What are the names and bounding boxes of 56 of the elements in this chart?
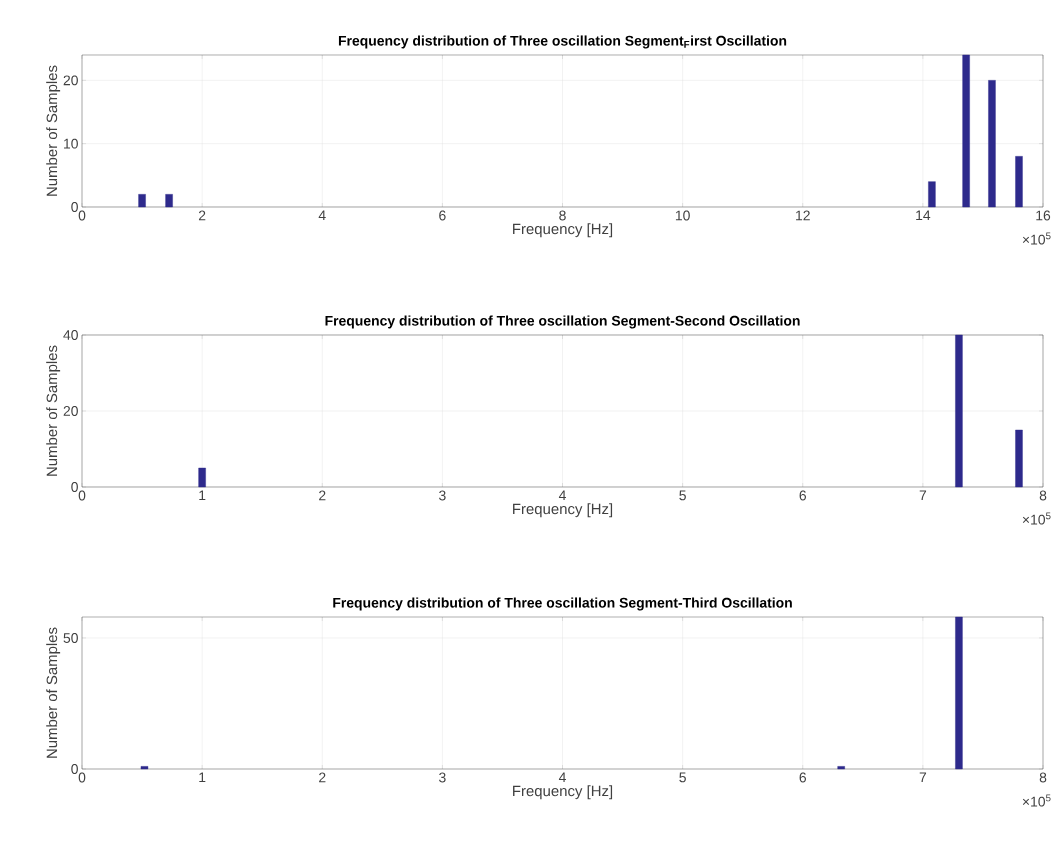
y-tick-label: 0 — [71, 764, 78, 774]
text: ×10$^{5}$ — [1022, 512, 1051, 525]
chart-title: Frequency distribution of Three oscillation Segment-Third Oscillation — [333, 597, 792, 611]
x-tick-label: 4 — [318, 210, 326, 221]
y-tick-label: 50 — [63, 633, 78, 643]
x-tick-label: 0 — [78, 490, 86, 501]
x-tick-label: 8 — [1039, 772, 1047, 783]
x-tick-label: 14 — [916, 210, 931, 221]
bar — [138, 194, 146, 208]
chart-title: Frequency distribution of Three oscillation Segment-Second Oscillation — [325, 315, 800, 329]
y-axis-title: Number of Samples — [46, 345, 61, 476]
x-tick-label: 0 — [78, 210, 86, 221]
bar — [1015, 156, 1023, 208]
y-tick-label: 40 — [63, 330, 78, 340]
x-tick-label: 2 — [319, 772, 326, 783]
x-tick-label: 8 — [559, 210, 566, 221]
y-tick-label: 0 — [71, 482, 78, 492]
bar — [1015, 429, 1023, 488]
x-tick-label: 1 — [199, 490, 206, 501]
x-axis-title: Frequency [Hz] — [513, 223, 613, 238]
x-tick-label: 1 — [199, 772, 206, 783]
y-axis-title: Number of Samples — [46, 65, 61, 196]
chart-title: Frequency distribution of Three oscillation Segment$_{F}$irst Oscillation — [338, 35, 787, 49]
x-tick-label: 7 — [919, 490, 927, 501]
bar — [198, 467, 206, 488]
bar — [955, 334, 963, 488]
x-tick-label: 16 — [1036, 210, 1051, 221]
y-tick-label: 10 — [64, 138, 78, 149]
y-tick-label: 0 — [71, 202, 78, 212]
x-tick-label: 5 — [679, 772, 686, 783]
bar — [928, 181, 936, 208]
y-axis-title: Number of Samples — [46, 627, 61, 758]
x-tick-label: 8 — [1039, 490, 1047, 501]
y-tick-label: 20 — [63, 406, 78, 416]
x-tick-label: 5 — [679, 490, 686, 501]
x-tick-label: 2 — [319, 490, 326, 501]
bar — [988, 80, 996, 208]
x-tick-label: 4 — [558, 490, 566, 501]
x-tick-label: 2 — [198, 210, 206, 221]
x-tick-label: 6 — [439, 210, 446, 221]
x-axis-title: Frequency [Hz] — [513, 503, 613, 518]
bar — [962, 54, 970, 208]
y-tick-label: 20 — [63, 75, 78, 86]
x-tick-label: 0 — [78, 772, 86, 783]
text: ×10$^{5}$ — [1022, 232, 1051, 245]
x-axis-title: Frequency [Hz] — [513, 785, 613, 800]
bar — [165, 194, 173, 208]
x-tick-label: 10 — [675, 210, 690, 221]
x-tick-label: 3 — [439, 772, 446, 783]
x-tick-label: 6 — [799, 772, 807, 783]
x-tick-label: 12 — [796, 210, 810, 221]
x-tick-label: 3 — [439, 490, 446, 501]
x-tick-label: 7 — [919, 772, 927, 783]
text: ×10$^{5}$ — [1022, 794, 1051, 807]
x-tick-label: 6 — [799, 490, 807, 501]
x-tick-label: 4 — [558, 772, 566, 783]
